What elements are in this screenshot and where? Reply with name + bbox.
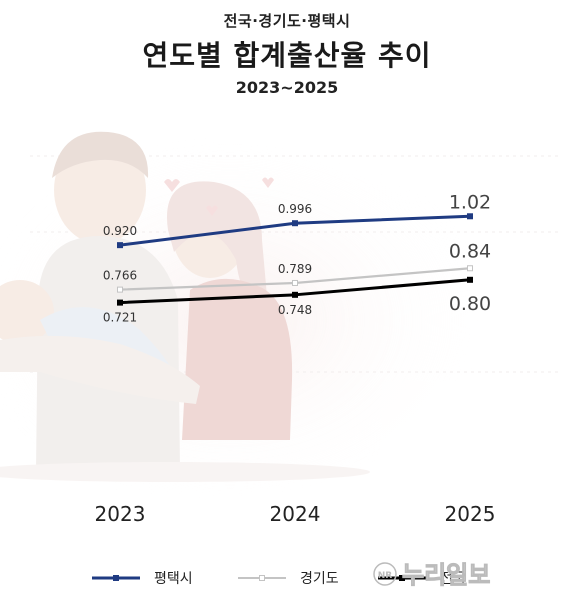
x-axis: 2023 2024 2025: [95, 502, 496, 526]
data-point: [117, 242, 123, 249]
data-label: 0.748: [278, 303, 312, 317]
data-point: [467, 276, 473, 283]
x-tick-label: 2024: [270, 502, 321, 526]
legend-label: 평택시: [154, 571, 193, 587]
legend-marker: [113, 575, 119, 581]
data-point: [292, 220, 298, 227]
data-label: 0.789: [278, 262, 312, 276]
data-point: [467, 265, 473, 272]
data-point: [467, 213, 473, 220]
legend-item: 전국: [378, 571, 466, 587]
family-illustration: [0, 130, 560, 510]
watermark-badge: [373, 562, 397, 586]
data-point: [292, 279, 298, 286]
data-label: 0.766: [103, 269, 137, 283]
legend-marker: [399, 575, 405, 581]
data-label: 0.920: [103, 224, 137, 238]
data-label: 1.02: [449, 191, 491, 213]
chart-period: 2023~2025: [235, 78, 339, 97]
watermark: NR 누리일보: [373, 561, 491, 590]
region-line: 전국·경기도·평택시: [223, 12, 351, 30]
legend-marker: [259, 575, 265, 581]
legend-item: 평택시: [92, 571, 193, 587]
legend-item: 경기도: [238, 571, 339, 587]
chart-title: 연도별 합계출산율 추이: [142, 39, 432, 72]
series-3: 0.721 0.748 0.80: [103, 276, 491, 325]
data-label: 0.80: [449, 293, 491, 315]
data-point: [117, 286, 123, 293]
data-point: [292, 291, 298, 298]
data-label: 0.996: [278, 202, 312, 216]
data-label: 0.721: [103, 311, 137, 325]
x-tick-label: 2023: [95, 502, 146, 526]
watermark-badge-text: NR: [378, 571, 393, 581]
x-tick-label: 2025: [445, 502, 496, 526]
legend-label: 경기도: [300, 571, 339, 587]
series-1: 0.920 0.996 1.02: [103, 191, 491, 249]
watermark-text: 누리일보: [402, 561, 490, 589]
legend-label: 전국: [440, 571, 466, 587]
legend: 평택시 경기도 전국: [92, 571, 466, 587]
data-label: 0.84: [449, 240, 491, 262]
series-2: 0.766 0.789 0.84: [103, 240, 491, 293]
data-point: [117, 299, 123, 306]
